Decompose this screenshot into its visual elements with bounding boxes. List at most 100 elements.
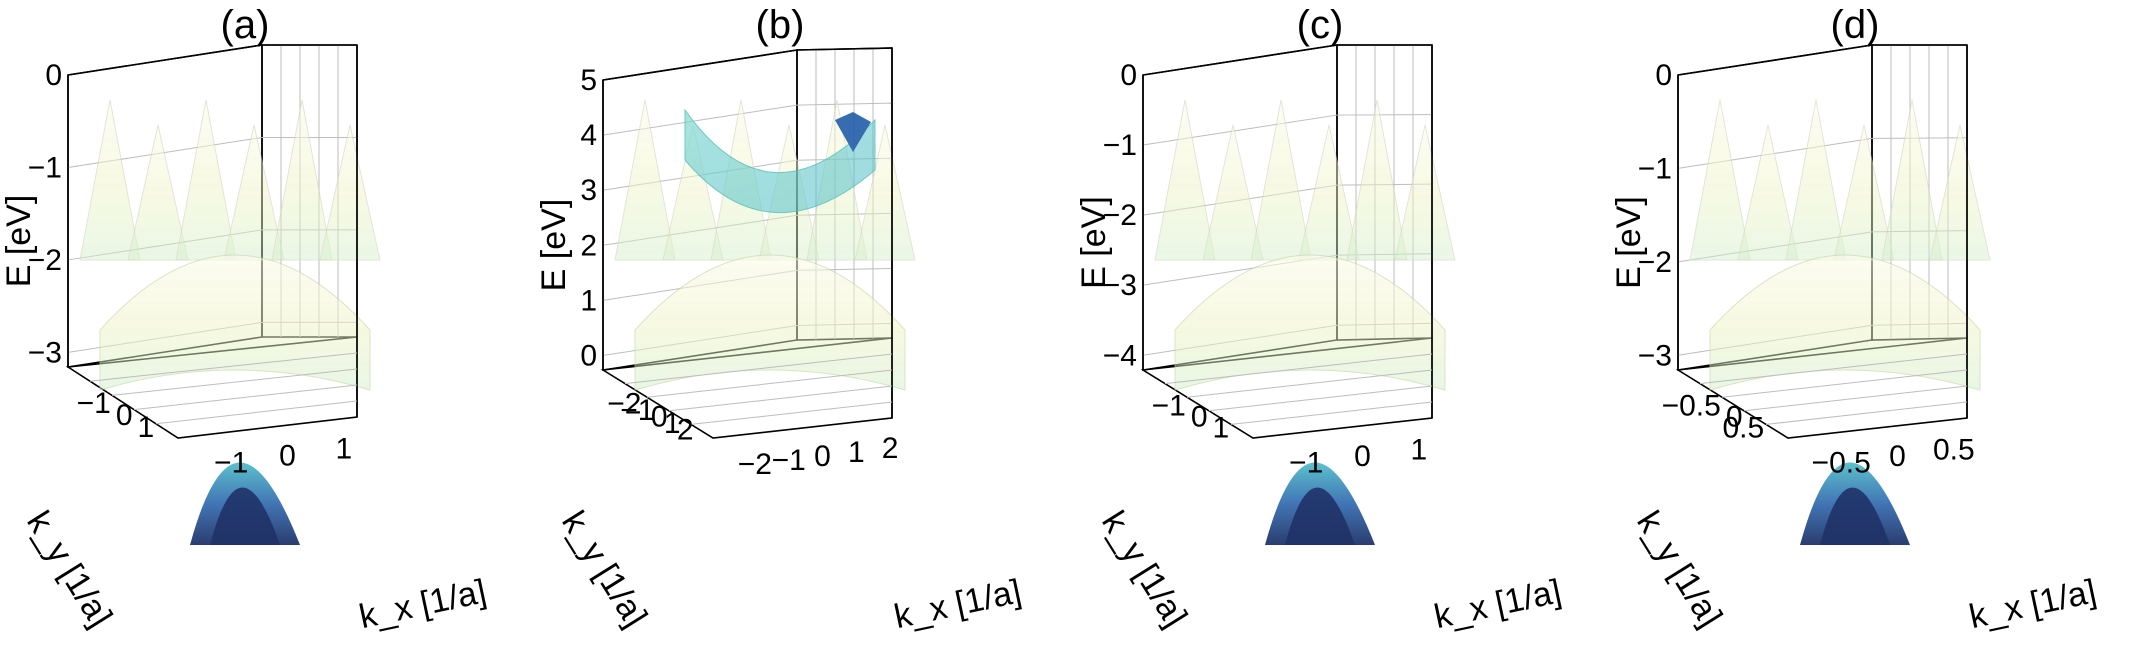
band-sheet — [1689, 99, 1751, 261]
band-surfaces — [79, 99, 381, 545]
y-axis-label: k_y [1/a] — [554, 505, 654, 634]
frame-edge — [1142, 44, 1338, 76]
z-tick-label: 3 — [580, 174, 597, 207]
x-axis-label: k_x [1/a] — [1966, 572, 2100, 636]
y-axis-label: k_y [1/a] — [1629, 505, 1729, 634]
z-axis-label: E [eV] — [0, 195, 38, 288]
panel-label: (b) — [756, 3, 805, 47]
y-tick-label: 0 — [116, 399, 133, 432]
floor-gridline — [1186, 369, 1433, 398]
band-sheet — [1929, 124, 1991, 261]
z-tick-label: −3 — [1638, 339, 1672, 372]
z-tick-label: −3 — [28, 336, 62, 369]
frame-edge — [602, 49, 798, 81]
band-sheet — [127, 124, 189, 261]
floor-gridline — [690, 401, 893, 425]
band-sheet — [1833, 124, 1895, 261]
x-axis-label: k_x [1/a] — [1431, 572, 1565, 636]
y-tick-label: −1 — [1152, 390, 1186, 423]
band-tip-blue — [835, 112, 871, 152]
x-tick-label: 0.5 — [1933, 433, 1975, 466]
floor-gridline — [1765, 401, 1968, 425]
z-tick-label: 2 — [580, 229, 597, 262]
valence-cone-core — [1820, 487, 1890, 545]
y-axis-label: k_y [1/a] — [1094, 505, 1194, 634]
panel-c: (c)0−1−2−3−4−1 0 1−1 0 1E [eV]k_y [1/a] k_x [… — [1075, 3, 1565, 636]
x-tick-label: −1 — [772, 444, 806, 477]
y-tick-label: 0.5 — [1722, 412, 1764, 445]
x-tick-label: −0.5 — [1812, 447, 1871, 480]
y-tick-label: 0 — [1726, 401, 1743, 434]
y-tick-label: 0 — [1191, 401, 1208, 434]
band-sheet — [634, 254, 906, 391]
band-sheet — [1737, 124, 1799, 261]
z-tick-label: −2 — [1103, 199, 1137, 232]
y-tick-label: −1 — [620, 394, 654, 427]
x-tick-label: 0 — [1354, 440, 1371, 473]
y-tick-label: −2 — [607, 387, 641, 420]
x-tick-label: 1 — [335, 433, 352, 466]
z-tick-label: 0 — [1120, 59, 1137, 92]
floor-gridline — [1743, 385, 1968, 412]
z-tick-label: 0 — [45, 59, 62, 92]
frame-edge — [1677, 44, 1873, 76]
z-tick-label: −1 — [28, 151, 62, 184]
x-tick-label: −2 — [738, 448, 772, 481]
band-sheet — [1250, 99, 1312, 261]
x-axis-label: k_x [1/a] — [356, 572, 490, 636]
floor-gridline — [1699, 353, 1968, 385]
y-tick-label: −1 — [77, 387, 111, 420]
panel-label: (d) — [1831, 3, 1880, 47]
x-tick-label: 0 — [279, 440, 296, 473]
z-gridline — [1142, 114, 1338, 146]
band-sheet — [1174, 254, 1446, 391]
band-sheet — [854, 124, 916, 261]
band-sheet — [175, 99, 237, 261]
z-tick-label: 0 — [580, 340, 597, 373]
floor-gridline — [1164, 353, 1433, 385]
band-sheet — [1709, 254, 1981, 391]
z-tick-label: −1 — [1103, 129, 1137, 162]
valence-cone-core — [1285, 487, 1355, 545]
panel-label: (a) — [221, 3, 270, 47]
y-axis-label: k_y [1/a] — [19, 505, 119, 634]
y-tick-label: 2 — [677, 414, 694, 447]
band-surfaces — [614, 99, 916, 391]
frame-edge — [67, 44, 263, 76]
band-sheet — [1785, 99, 1847, 261]
valence-cone-core — [210, 487, 280, 545]
x-tick-label: −1 — [214, 447, 248, 480]
band-sheet — [1881, 99, 1943, 261]
z-gridline — [796, 102, 893, 106]
floor-gridline — [133, 384, 358, 411]
z-tick-label: −2 — [28, 244, 62, 277]
band-sheet — [1154, 99, 1216, 261]
frame-edge — [796, 47, 893, 51]
floor-gridline — [89, 352, 358, 382]
z-tick-label: 1 — [580, 284, 597, 317]
floor-gridline — [1721, 369, 1968, 398]
z-tick-label: 5 — [580, 64, 597, 97]
y-tick-label: 0 — [651, 401, 668, 434]
band-sheet — [271, 99, 333, 261]
band-surfaces — [1154, 99, 1456, 545]
y-tick-label: 1 — [1212, 412, 1229, 445]
x-tick-label: 0 — [814, 440, 831, 473]
z-axis-label: E [eV] — [535, 199, 573, 292]
band-sheet — [1346, 99, 1408, 261]
z-tick-label: −4 — [1103, 339, 1137, 372]
floor-gridline — [668, 385, 893, 412]
panel-d: (d)0−1−2−3−0.5 00.5−0.5 0 0.5E [eV]k_y [1/a… — [1610, 3, 2100, 636]
z-tick-label: −3 — [1103, 269, 1137, 302]
floor-gridline — [1230, 401, 1433, 425]
floor-gridline — [624, 353, 893, 385]
x-tick-label: 0 — [1889, 440, 1906, 473]
band-sheet — [99, 254, 371, 391]
band-sheet — [319, 124, 381, 261]
x-tick-label: −1 — [1289, 447, 1323, 480]
z-tick-label: 0 — [1655, 59, 1672, 92]
band-sheet — [662, 124, 724, 261]
z-gridline — [602, 104, 798, 136]
band-sheet — [1298, 124, 1360, 261]
